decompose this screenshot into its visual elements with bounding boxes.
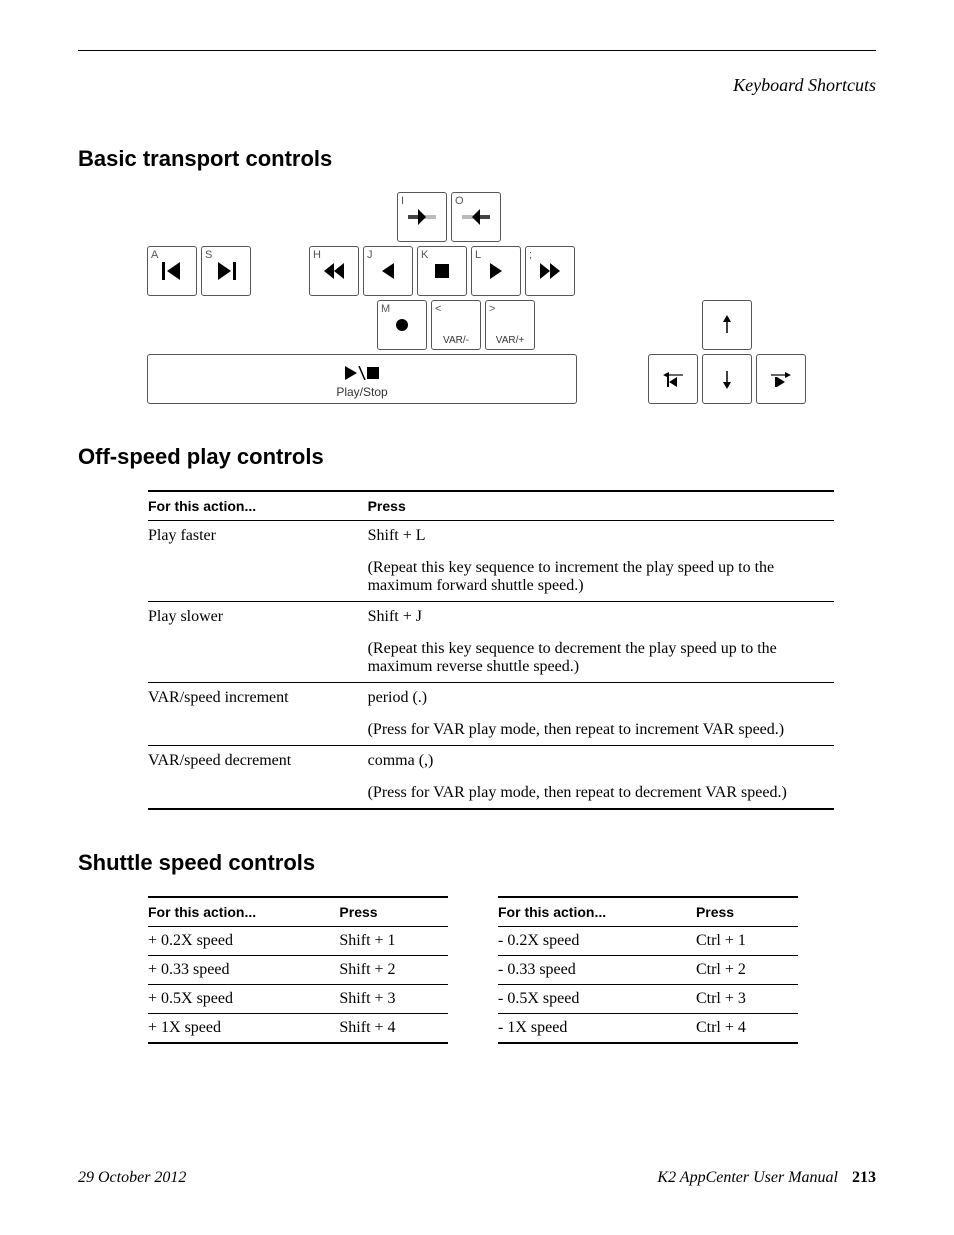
table-cell-press: Shift + 2 (339, 956, 448, 985)
table-cell-action: Play slower (148, 602, 368, 683)
key-label: M (381, 303, 390, 315)
key-label: > (489, 303, 495, 315)
heading-shuttle: Shuttle speed controls (78, 850, 876, 876)
table-cell-note: (Press for VAR play mode, then repeat to… (368, 776, 835, 809)
key-label: O (455, 195, 464, 207)
key-h: H (309, 246, 359, 296)
key-semicolon: ; (525, 246, 575, 296)
table-cell-action: + 1X speed (148, 1014, 339, 1044)
key-label: A (151, 249, 158, 261)
table-cell-press: period (.) (368, 683, 835, 714)
key-label: K (421, 249, 428, 261)
table-cell-press: Shift + L (368, 521, 835, 552)
key-sublabel: VAR/+ (496, 335, 524, 346)
fast-forward-icon (526, 247, 574, 295)
table-cell-press: Ctrl + 3 (696, 985, 798, 1014)
key-a: A (147, 246, 197, 296)
footer-right: K2 AppCenter User Manual 213 (657, 1169, 876, 1187)
table-cell-action: VAR/speed decrement (148, 746, 368, 810)
table-cell-action: Play faster (148, 521, 368, 602)
key-period: > VAR/+ (485, 300, 535, 350)
footer-manual: K2 AppCenter User Manual (657, 1169, 838, 1186)
arrow-up-icon (703, 301, 751, 349)
play-stop-icon (148, 361, 576, 385)
key-space: Play/Stop (147, 354, 577, 404)
key-label: H (313, 249, 321, 261)
table-header: Press (696, 897, 798, 927)
key-label: L (475, 249, 481, 261)
heading-offspeed: Off-speed play controls (78, 444, 876, 470)
frame-back-icon (649, 355, 697, 403)
key-label: J (367, 249, 373, 261)
key-label: S (205, 249, 212, 261)
key-sublabel: VAR/- (443, 335, 469, 346)
section-offspeed: Off-speed play controls For this action.… (78, 444, 876, 810)
frame-forward-icon (757, 355, 805, 403)
table-cell-action: + 0.5X speed (148, 985, 339, 1014)
key-label: I (401, 195, 404, 207)
table-header: For this action... (148, 491, 368, 521)
key-arrow-right (756, 354, 806, 404)
header-section: Keyboard Shortcuts (78, 75, 876, 96)
table-cell-action: - 0.5X speed (498, 985, 696, 1014)
footer-date: 29 October 2012 (78, 1169, 186, 1187)
table-cell-press: Shift + 3 (339, 985, 448, 1014)
shuttle-table-left: For this action... Press + 0.2X speedShi… (148, 896, 448, 1044)
keyboard-diagram: I O A (147, 192, 807, 404)
table-cell-press: Shift + 1 (339, 927, 448, 956)
key-i: I (397, 192, 447, 242)
key-comma: < VAR/- (431, 300, 481, 350)
table-cell-press: Ctrl + 2 (696, 956, 798, 985)
offspeed-table: For this action... Press Play fasterShif… (148, 490, 834, 810)
section-shuttle: Shuttle speed controls For this action..… (78, 850, 876, 1044)
table-cell-action: VAR/speed increment (148, 683, 368, 746)
table-header: For this action... (498, 897, 696, 927)
table-header: Press (339, 897, 448, 927)
key-arrow-down (702, 354, 752, 404)
table-cell-note: (Repeat this key sequence to increment t… (368, 551, 835, 602)
section-basic: Basic transport controls I O (78, 146, 876, 404)
table-header: For this action... (148, 897, 339, 927)
key-s: S (201, 246, 251, 296)
heading-basic: Basic transport controls (78, 146, 876, 172)
key-label: ; (529, 249, 532, 261)
footer: 29 October 2012 K2 AppCenter User Manual… (78, 1169, 876, 1187)
key-m: M (377, 300, 427, 350)
table-cell-press: Shift + 4 (339, 1014, 448, 1044)
key-arrow-up (702, 300, 752, 350)
shuttle-table-right: For this action... Press - 0.2X speedCtr… (498, 896, 798, 1044)
top-rule (78, 50, 876, 51)
key-sublabel: Play/Stop (336, 385, 387, 399)
table-cell-note: (Repeat this key sequence to decrement t… (368, 632, 835, 683)
shuttle-tables: For this action... Press + 0.2X speedShi… (148, 896, 876, 1044)
table-cell-action: - 1X speed (498, 1014, 696, 1044)
key-arrow-left (648, 354, 698, 404)
table-cell-press: Ctrl + 4 (696, 1014, 798, 1044)
table-cell-press: Ctrl + 1 (696, 927, 798, 956)
table-cell-action: + 0.2X speed (148, 927, 339, 956)
key-j: J (363, 246, 413, 296)
table-cell-press: Shift + J (368, 602, 835, 633)
table-cell-note: (Press for VAR play mode, then repeat to… (368, 713, 835, 746)
key-l: L (471, 246, 521, 296)
arrow-down-icon (703, 355, 751, 403)
table-cell-press: comma (,) (368, 746, 835, 777)
table-header: Press (368, 491, 835, 521)
table-cell-action: - 0.33 speed (498, 956, 696, 985)
key-k: K (417, 246, 467, 296)
key-o: O (451, 192, 501, 242)
page: Keyboard Shortcuts Basic transport contr… (0, 0, 954, 1235)
footer-page: 213 (852, 1169, 876, 1186)
table-cell-action: + 0.33 speed (148, 956, 339, 985)
key-label: < (435, 303, 441, 315)
mark-in-icon (398, 193, 446, 241)
table-cell-action: - 0.2X speed (498, 927, 696, 956)
